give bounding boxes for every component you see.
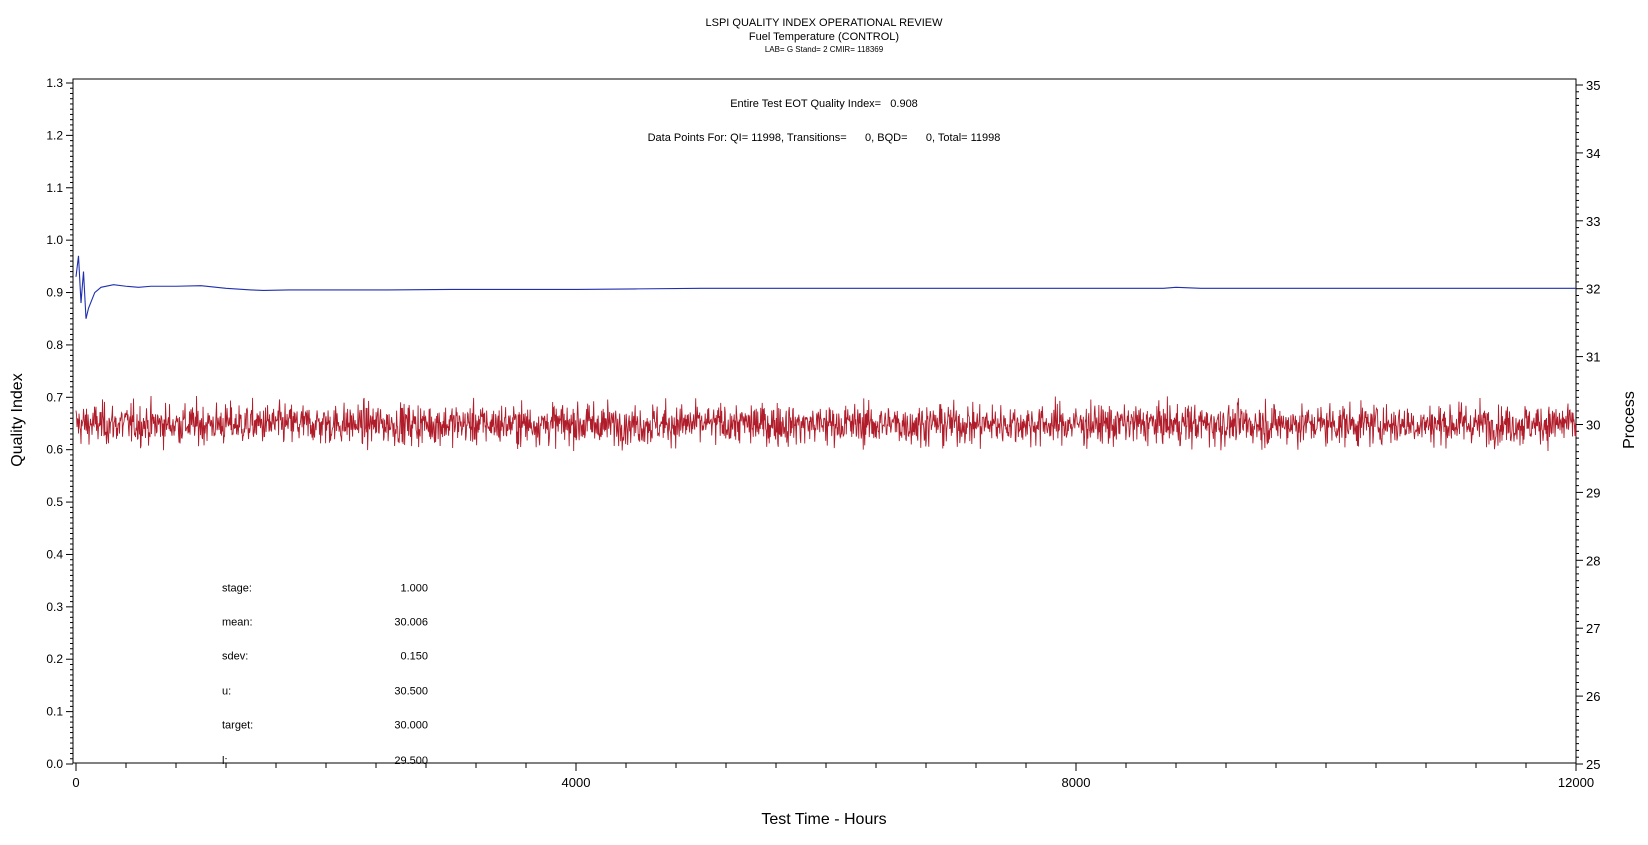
- stat-value: 0.150: [400, 651, 428, 663]
- chart-title: LSPI QUALITY INDEX OPERATIONAL REVIEW: [706, 17, 944, 29]
- stats-panel: stage: 1.000 mean: 30.006 sdev: 0.150 u: 30.500…: [222, 582, 428, 766]
- y-tick-label: 0.0: [46, 757, 63, 771]
- x-tick-label: 12000: [1558, 775, 1594, 790]
- y2-tick-label: 31: [1586, 350, 1600, 365]
- y-tick-label: 0.2: [46, 652, 63, 666]
- stat-label: stage:: [222, 582, 252, 594]
- y-tick-label: 1.1: [46, 181, 63, 195]
- y2-tick-label: 34: [1586, 146, 1600, 161]
- y-tick-label: 0.9: [46, 286, 63, 300]
- annotation-points: Data Points For: QI= 11998, Transitions=…: [648, 132, 1001, 144]
- stat-value: 1.000: [400, 582, 428, 594]
- y2-tick-label: 29: [1586, 485, 1600, 500]
- y-axis-label: Quality Index: [9, 373, 26, 466]
- quality-index-line: [75, 255, 1576, 319]
- y-tick-label: 1.2: [46, 128, 63, 142]
- stat-label: sdev:: [222, 651, 248, 663]
- plot-frame: [72, 78, 1577, 764]
- stat-value: 30.006: [394, 617, 428, 629]
- chart-subtitle: Fuel Temperature (CONTROL): [749, 31, 899, 43]
- y-tick-label: 0.7: [46, 390, 63, 404]
- y-tick-label: 0.6: [46, 443, 63, 457]
- stat-value: 30.000: [394, 720, 428, 732]
- y2-axis-label: Process: [1621, 391, 1638, 449]
- y2-tick-label: 32: [1586, 282, 1600, 297]
- y-tick-label: 0.1: [46, 705, 63, 719]
- annotation-eot: Entire Test EOT Quality Index= 0.908: [730, 98, 918, 110]
- stat-value: 30.500: [394, 686, 428, 698]
- y2-tick-label: 35: [1586, 78, 1600, 93]
- stat-label: mean:: [222, 617, 253, 629]
- x-axis-label: Test Time - Hours: [761, 811, 886, 828]
- x-tick-label: 8000: [1062, 775, 1091, 790]
- y-tick-label: 0.5: [46, 495, 63, 509]
- y-tick-label: 0.3: [46, 600, 63, 614]
- x-axis: 0 4000 8000 12000: [72, 763, 1594, 790]
- y2-tick-label: 30: [1586, 418, 1600, 433]
- y-tick-label: 1.0: [46, 233, 63, 247]
- x-tick-label: 4000: [562, 775, 591, 790]
- quality-index-series: [75, 255, 1576, 319]
- left-axis: 0.0 0.1 0.2 0.3 0.4 0.5 0.6 0.7 0.8 0.9 1.0 1.1 1.2 1…: [46, 76, 73, 771]
- right-axis: 25 26 27 28 29 30 31 32 33 34 35: [1576, 78, 1600, 772]
- y2-tick-label: 25: [1586, 757, 1600, 772]
- y2-tick-label: 26: [1586, 689, 1600, 704]
- process-series: [75, 395, 1577, 452]
- process-trace: [75, 395, 1577, 452]
- y2-tick-label: 33: [1586, 214, 1600, 229]
- stat-label: l:: [222, 755, 228, 767]
- y2-tick-label: 27: [1586, 621, 1600, 636]
- y-tick-label: 0.4: [46, 547, 63, 561]
- chart-subtitle-2: LAB= G Stand= 2 CMIR= 118369: [765, 45, 884, 54]
- x-tick-label: 0: [72, 775, 79, 790]
- stat-value: 29.500: [394, 755, 428, 767]
- y2-tick-label: 28: [1586, 553, 1600, 568]
- y-tick-label: 0.8: [46, 338, 63, 352]
- stat-label: target:: [222, 720, 253, 732]
- y-tick-label: 1.3: [46, 76, 63, 90]
- stat-label: u:: [222, 686, 231, 698]
